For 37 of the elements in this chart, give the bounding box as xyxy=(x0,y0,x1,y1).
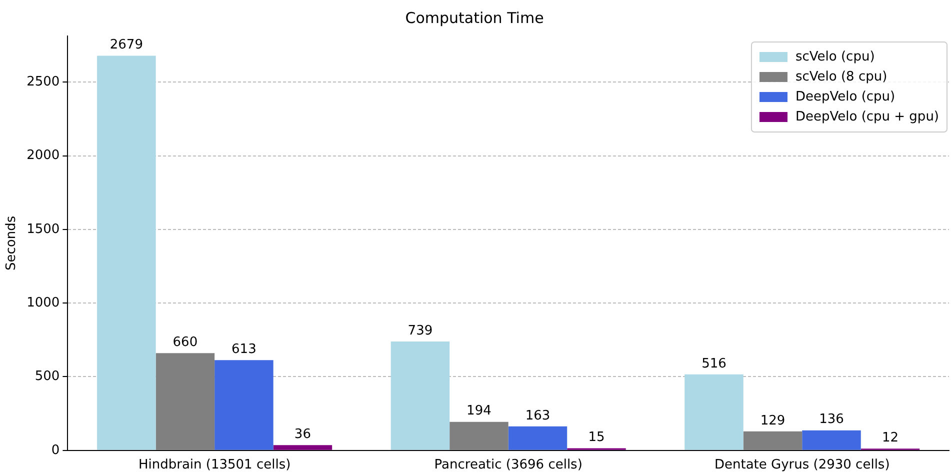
y-tick-label: 2000 xyxy=(26,148,60,164)
y-tick-label: 1500 xyxy=(26,222,60,237)
data-label: 163 xyxy=(525,408,550,424)
x-tick-label: Hindbrain (13501 cells) xyxy=(138,458,291,473)
data-label: 2679 xyxy=(110,38,143,53)
bar xyxy=(450,422,508,450)
data-label: 660 xyxy=(172,335,198,350)
data-label: 12 xyxy=(882,430,899,446)
bar xyxy=(684,374,744,450)
y-axis-title: Seconds xyxy=(4,216,20,271)
bar xyxy=(97,56,156,450)
bar xyxy=(214,360,274,450)
y-tick-label: 0 xyxy=(51,442,60,458)
x-tick-label: Pancreatic (3696 cells) xyxy=(434,458,582,473)
data-label: 194 xyxy=(466,404,492,419)
legend-label: DeepVelo (cpu + gpu) xyxy=(795,109,940,124)
data-label: 129 xyxy=(760,413,786,428)
bar xyxy=(273,445,332,450)
data-label: 516 xyxy=(702,356,726,372)
bar xyxy=(802,430,861,450)
legend-label: scVelo (8 cpu) xyxy=(795,69,888,84)
data-label: 739 xyxy=(408,323,433,338)
data-label: 36 xyxy=(294,426,311,442)
y-tick-label: 500 xyxy=(34,369,60,384)
y-tick-label: 2500 xyxy=(26,74,60,90)
legend-label: DeepVelo (cpu) xyxy=(795,89,896,104)
chart-title: Computation Time xyxy=(405,8,544,27)
data-label: 15 xyxy=(588,430,605,446)
data-label: 136 xyxy=(819,412,844,428)
legend-label: scVelo (cpu) xyxy=(795,49,875,64)
x-tick-label: Dentate Gyrus (2930 cells) xyxy=(714,458,890,473)
bar xyxy=(743,431,802,450)
bar xyxy=(156,353,215,450)
bar xyxy=(390,342,450,450)
data-label: 613 xyxy=(232,342,256,357)
y-tick-label: 1000 xyxy=(26,295,60,310)
bar xyxy=(508,426,568,450)
